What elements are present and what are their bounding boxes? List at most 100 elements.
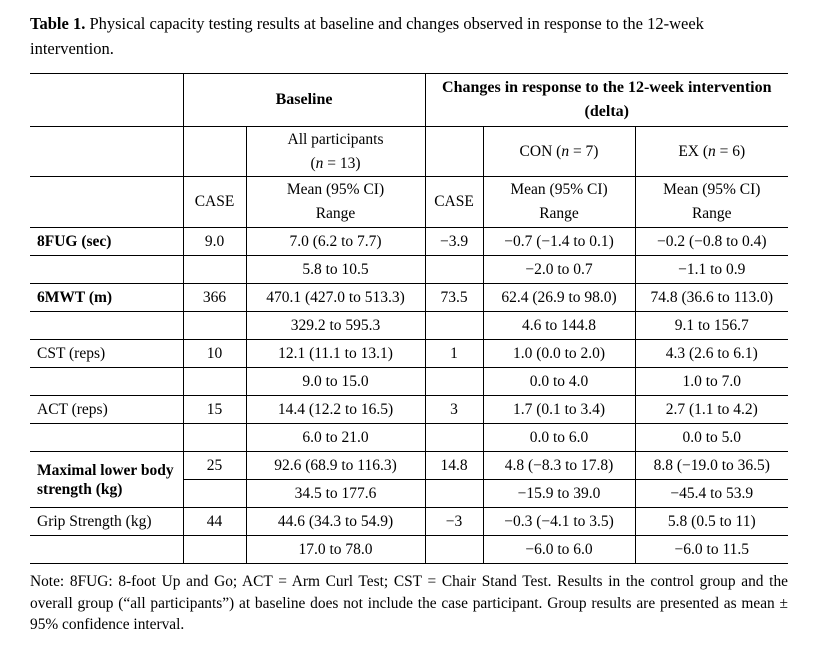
- cell-grip-con-mean: −0.3 (−4.1 to 3.5): [482, 507, 636, 536]
- empty-cell: [182, 535, 247, 564]
- table-row: 6.0 to 21.0 0.0 to 6.0 0.0 to 5.0: [30, 423, 789, 452]
- table-number: Table 1.: [30, 14, 86, 33]
- cell-grip-all-mean: 44.6 (34.3 to 54.9): [245, 507, 426, 536]
- cell-act-con-range: 0.0 to 6.0: [482, 423, 636, 452]
- cell-8fug-case-delta: −3.9: [424, 227, 484, 256]
- empty-cell: [424, 367, 484, 396]
- range-label: Range: [315, 205, 356, 222]
- measure-label-strength: Maximal lower body strength (kg): [30, 451, 184, 508]
- cell-cst-con-mean: 1.0 (0.0 to 2.0): [482, 339, 636, 368]
- case-column-header: CASE: [182, 176, 247, 228]
- table-row: 6MWT (m) 366 470.1 (427.0 to 513.3) 73.5…: [30, 283, 789, 312]
- cell-act-case-delta: 3: [424, 395, 484, 424]
- cell-grip-case-baseline: 44: [182, 507, 247, 536]
- cell-act-all-range: 6.0 to 21.0: [245, 423, 426, 452]
- header-all-participants: All participants (n = 13): [245, 126, 426, 177]
- table-note: Note: 8FUG: 8-foot Up and Go; ACT = Arm …: [30, 573, 788, 633]
- cell-strength-con-mean: 4.8 (−8.3 to 17.8): [482, 451, 636, 480]
- empty-cell: [182, 479, 247, 508]
- empty-cell: [30, 423, 184, 452]
- table-row: 5.8 to 10.5 −2.0 to 0.7 −1.1 to 0.9: [30, 255, 789, 284]
- cell-grip-con-range: −6.0 to 6.0: [482, 535, 636, 564]
- header-row-groups: Baseline Changes in response to the 12-w…: [30, 73, 789, 127]
- measure-label-6mwt: 6MWT (m): [30, 283, 184, 312]
- cell-act-case-baseline: 15: [182, 395, 247, 424]
- table-row: CST (reps) 10 12.1 (11.1 to 13.1) 1 1.0 …: [30, 339, 789, 368]
- empty-cell: [30, 126, 184, 177]
- cell-act-all-mean: 14.4 (12.2 to 16.5): [245, 395, 426, 424]
- cell-grip-ex-mean: 5.8 (0.5 to 11): [634, 507, 789, 536]
- cell-8fug-con-mean: −0.7 (−1.4 to 0.1): [482, 227, 636, 256]
- mean-ci-label: Mean (95% CI): [286, 181, 385, 198]
- cell-8fug-ex-range: −1.1 to 0.9: [634, 255, 789, 284]
- measure-label-act: ACT (reps): [30, 395, 184, 424]
- empty-cell: [182, 311, 247, 340]
- cell-cst-ex-mean: 4.3 (2.6 to 6.1): [634, 339, 789, 368]
- empty-cell: [424, 255, 484, 284]
- cell-6mwt-all-mean: 470.1 (427.0 to 513.3): [245, 283, 426, 312]
- empty-cell: [182, 423, 247, 452]
- table-row: 8FUG (sec) 9.0 7.0 (6.2 to 7.7) −3.9 −0.…: [30, 227, 789, 256]
- cell-cst-ex-range: 1.0 to 7.0: [634, 367, 789, 396]
- cell-act-ex-mean: 2.7 (1.1 to 4.2): [634, 395, 789, 424]
- header-con: CON (n = 7): [482, 126, 636, 177]
- table-row: 329.2 to 595.3 4.6 to 144.8 9.1 to 156.7: [30, 311, 789, 340]
- results-table: Baseline Changes in response to the 12-w…: [30, 73, 789, 564]
- cell-strength-case-delta: 14.8: [424, 451, 484, 480]
- header-row-stats: CASE Mean (95% CI) Range CASE Mean (95% …: [30, 176, 789, 228]
- header-baseline: Baseline: [182, 73, 426, 127]
- page: Table 1. Physical capacity testing resul…: [30, 11, 789, 633]
- cell-act-ex-range: 0.0 to 5.0: [634, 423, 789, 452]
- table-row: 9.0 to 15.0 0.0 to 4.0 1.0 to 7.0: [30, 367, 789, 396]
- cell-cst-case-delta: 1: [424, 339, 484, 368]
- cell-6mwt-ex-mean: 74.8 (36.6 to 113.0): [634, 283, 789, 312]
- cell-strength-ex-mean: 8.8 (−19.0 to 36.5): [634, 451, 789, 480]
- cell-strength-all-mean: 92.6 (68.9 to 116.3): [245, 451, 426, 480]
- cell-8fug-all-range: 5.8 to 10.5: [245, 255, 426, 284]
- mean-range-header: Mean (95% CI) Range: [482, 176, 636, 228]
- range-label: Range: [691, 205, 732, 222]
- empty-cell: [30, 73, 184, 127]
- table-row: 17.0 to 78.0 −6.0 to 6.0 −6.0 to 11.5: [30, 535, 789, 564]
- cell-6mwt-case-delta: 73.5: [424, 283, 484, 312]
- table-row: Grip Strength (kg) 44 44.6 (34.3 to 54.9…: [30, 507, 789, 536]
- measure-label-cst: CST (reps): [30, 339, 184, 368]
- header-row-subgroups: All participants (n = 13) CON (n = 7) EX…: [30, 126, 789, 177]
- cell-6mwt-all-range: 329.2 to 595.3: [245, 311, 426, 340]
- range-label: Range: [539, 205, 579, 222]
- cell-cst-all-mean: 12.1 (11.1 to 13.1): [245, 339, 426, 368]
- empty-cell: [424, 423, 484, 452]
- cell-cst-con-range: 0.0 to 4.0: [482, 367, 636, 396]
- table-row: Maximal lower body strength (kg) 25 92.6…: [30, 451, 789, 508]
- empty-cell: [30, 311, 184, 340]
- empty-cell: [424, 479, 484, 508]
- cell-grip-ex-range: −6.0 to 11.5: [634, 535, 789, 564]
- all-participants-label: All participants: [287, 130, 384, 148]
- mean-range-header: Mean (95% CI) Range: [245, 176, 426, 228]
- empty-cell: [30, 535, 184, 564]
- table-caption: Physical capacity testing results at bas…: [30, 14, 704, 58]
- empty-cell: [424, 535, 484, 564]
- cell-cst-case-baseline: 10: [182, 339, 247, 368]
- cell-6mwt-ex-range: 9.1 to 156.7: [634, 311, 789, 340]
- empty-cell: [182, 367, 247, 396]
- header-ex: EX (n = 6): [634, 126, 789, 177]
- empty-cell: [30, 255, 184, 284]
- cell-strength-ex-range: −45.4 to 53.9: [634, 479, 789, 508]
- empty-cell: [182, 255, 247, 284]
- cell-8fug-ex-mean: −0.2 (−0.8 to 0.4): [634, 227, 789, 256]
- empty-cell: [30, 176, 184, 228]
- table-title: Table 1. Physical capacity testing resul…: [30, 11, 775, 61]
- cell-6mwt-con-range: 4.6 to 144.8: [482, 311, 636, 340]
- cell-8fug-case-baseline: 9.0: [182, 227, 247, 256]
- all-participants-n: (n = 13): [310, 154, 361, 172]
- cell-strength-all-range: 34.5 to 177.6: [245, 479, 426, 508]
- cell-strength-case-baseline: 25: [182, 451, 247, 480]
- mean-ci-label: Mean (95% CI): [663, 181, 761, 198]
- cell-strength-con-range: −15.9 to 39.0: [482, 479, 636, 508]
- cell-act-con-mean: 1.7 (0.1 to 3.4): [482, 395, 636, 424]
- mean-ci-label: Mean (95% CI): [510, 181, 608, 198]
- measure-label-grip: Grip Strength (kg): [30, 507, 184, 536]
- header-changes: Changes in response to the 12-week inter…: [424, 73, 789, 127]
- table-row: ACT (reps) 15 14.4 (12.2 to 16.5) 3 1.7 …: [30, 395, 789, 424]
